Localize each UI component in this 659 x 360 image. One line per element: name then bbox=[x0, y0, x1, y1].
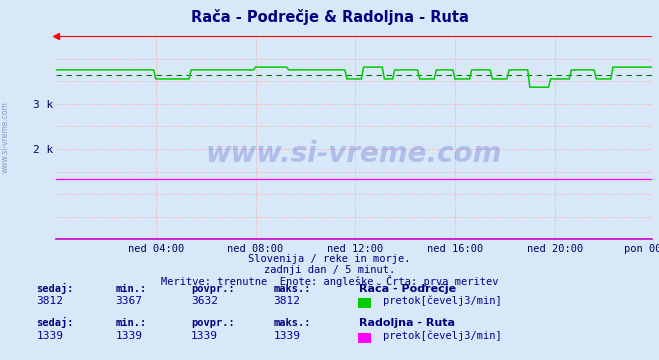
Text: min.:: min.: bbox=[115, 284, 146, 294]
Text: pretok[čevelj3/min]: pretok[čevelj3/min] bbox=[383, 330, 501, 341]
Text: maks.:: maks.: bbox=[273, 318, 311, 328]
Text: Slovenija / reke in morje.: Slovenija / reke in morje. bbox=[248, 254, 411, 264]
Text: www.si-vreme.com: www.si-vreme.com bbox=[206, 140, 502, 168]
Text: 1339: 1339 bbox=[115, 331, 142, 341]
Text: 3812: 3812 bbox=[36, 296, 63, 306]
Text: 3812: 3812 bbox=[273, 296, 301, 306]
Text: Meritve: trenutne  Enote: angleške  Črta: prva meritev: Meritve: trenutne Enote: angleške Črta: … bbox=[161, 275, 498, 287]
Text: zadnji dan / 5 minut.: zadnji dan / 5 minut. bbox=[264, 265, 395, 275]
Text: Rača - Podrečje: Rača - Podrečje bbox=[359, 283, 456, 294]
Text: Radoljna - Ruta: Radoljna - Ruta bbox=[359, 318, 455, 328]
Text: 1339: 1339 bbox=[36, 331, 63, 341]
Text: povpr.:: povpr.: bbox=[191, 284, 235, 294]
Text: 1339: 1339 bbox=[191, 331, 218, 341]
Text: sedaj:: sedaj: bbox=[36, 283, 74, 294]
Text: pretok[čevelj3/min]: pretok[čevelj3/min] bbox=[383, 296, 501, 306]
Text: www.si-vreme.com: www.si-vreme.com bbox=[1, 101, 10, 173]
Text: povpr.:: povpr.: bbox=[191, 318, 235, 328]
Text: 1339: 1339 bbox=[273, 331, 301, 341]
Text: min.:: min.: bbox=[115, 318, 146, 328]
Text: 3632: 3632 bbox=[191, 296, 218, 306]
Text: maks.:: maks.: bbox=[273, 284, 311, 294]
Text: Rača - Podrečje & Radoljna - Ruta: Rača - Podrečje & Radoljna - Ruta bbox=[190, 9, 469, 25]
Text: 3367: 3367 bbox=[115, 296, 142, 306]
Text: sedaj:: sedaj: bbox=[36, 317, 74, 328]
